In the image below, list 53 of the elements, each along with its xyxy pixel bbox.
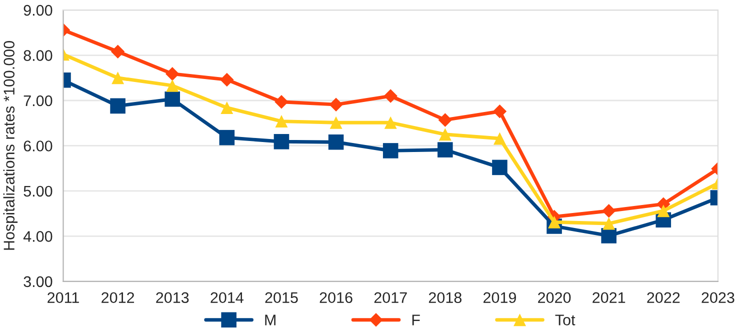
point — [328, 134, 344, 150]
point — [165, 66, 180, 81]
point — [438, 113, 452, 127]
x-tick-label: 2019 — [483, 292, 516, 304]
point — [492, 160, 508, 176]
point — [492, 104, 507, 118]
y-tick-label: 7.00 — [24, 95, 52, 106]
point — [220, 72, 234, 87]
point — [438, 128, 452, 141]
point — [602, 217, 616, 230]
legend-label: F — [412, 314, 420, 326]
y-tick-label: 8.00 — [24, 50, 52, 61]
point — [602, 204, 616, 218]
x-tick-label: 2013 — [156, 292, 189, 304]
point — [382, 143, 398, 158]
point — [110, 98, 126, 114]
y-tick-label: 6.00 — [24, 140, 52, 152]
point — [601, 228, 616, 244]
point — [110, 44, 125, 59]
legend-label: M — [265, 314, 276, 326]
point — [384, 116, 397, 129]
point — [274, 134, 290, 150]
x-tick-label: 2016 — [320, 292, 352, 304]
x-tick-label: 2023 — [702, 292, 734, 304]
x-tick-label: 2020 — [538, 292, 571, 304]
legend-label: Tot — [555, 314, 576, 326]
point — [219, 130, 235, 146]
x-tick-label: 2015 — [265, 292, 298, 304]
point — [493, 132, 506, 145]
point — [164, 92, 180, 107]
point — [438, 142, 453, 158]
x-tick-label: 2022 — [647, 292, 680, 304]
point — [657, 204, 670, 218]
y-tick-label: 5.00 — [24, 186, 52, 197]
x-tick-label: 2021 — [592, 292, 626, 304]
point — [330, 116, 342, 129]
point — [166, 79, 179, 92]
y-tick-label: 9.00 — [24, 4, 52, 16]
point — [274, 94, 288, 109]
x-tick-label: 2018 — [428, 292, 462, 304]
y-axis-title: Hospitalizations rates *100.000 — [3, 41, 18, 250]
point — [220, 101, 234, 114]
point — [329, 98, 343, 112]
point — [384, 89, 398, 103]
x-tick-label: 2017 — [374, 292, 407, 304]
point — [275, 115, 288, 128]
y-tick-label: 3.00 — [24, 276, 52, 288]
point — [112, 72, 124, 84]
x-tick-label: 2014 — [210, 292, 244, 304]
point — [548, 216, 561, 228]
y-tick-label: 4.00 — [23, 231, 52, 242]
x-tick-label: 2011 — [48, 292, 79, 304]
x-tick-label: 2012 — [102, 292, 134, 304]
